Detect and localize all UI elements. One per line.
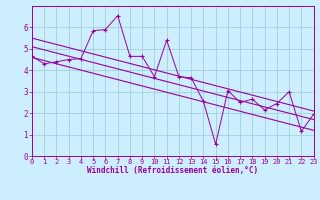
X-axis label: Windchill (Refroidissement éolien,°C): Windchill (Refroidissement éolien,°C) — [87, 166, 258, 175]
